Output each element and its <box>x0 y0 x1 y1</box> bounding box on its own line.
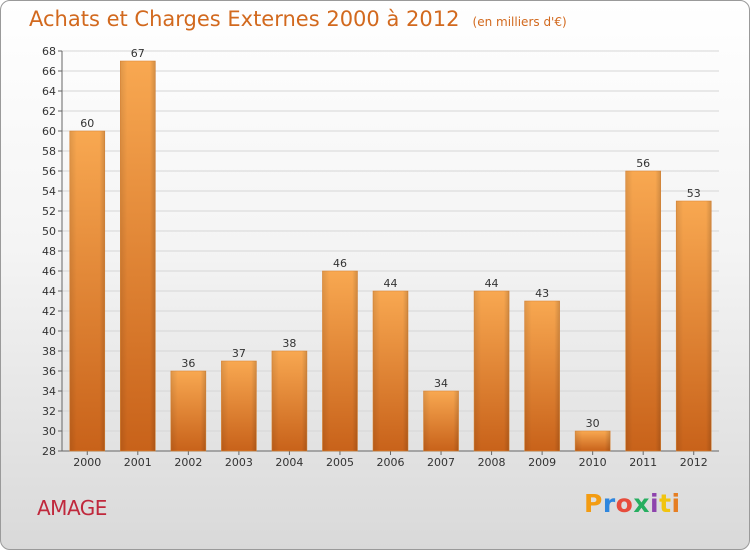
bar-shade <box>69 131 105 451</box>
data-label: 37 <box>232 347 246 360</box>
logo-letter: x <box>633 489 650 518</box>
bar-shade <box>474 291 510 451</box>
y-tick-label: 40 <box>42 325 56 338</box>
y-tick-label: 48 <box>42 245 56 258</box>
value-labels: 60 67 36 37 38 46 44 34 44 43 30 56 53 <box>80 47 700 430</box>
y-tick-label: 46 <box>42 265 56 278</box>
bar-shade <box>625 171 661 451</box>
x-tick-label: 2005 <box>326 456 354 469</box>
y-tick-label: 62 <box>42 105 56 118</box>
y-tick-label: 28 <box>42 445 56 458</box>
data-label: 38 <box>282 337 296 350</box>
bar-shade <box>373 291 408 451</box>
x-tick-label: 2010 <box>579 456 607 469</box>
commune-name: AMAGE <box>37 496 107 520</box>
data-label: 30 <box>586 417 600 430</box>
logo-letter: t <box>659 489 672 518</box>
bar-shade <box>575 431 611 451</box>
x-tick-label: 2008 <box>478 456 506 469</box>
x-tick-label: 2006 <box>377 456 405 469</box>
data-label: 67 <box>131 47 145 60</box>
data-label: 56 <box>636 157 650 170</box>
x-tick-label: 2003 <box>225 456 253 469</box>
logo-letter: r <box>602 489 616 518</box>
chart-subtitle: (en milliers d'€) <box>472 15 567 29</box>
bar-shade <box>170 371 206 451</box>
data-label: 36 <box>181 357 195 370</box>
logo-letter: i <box>650 489 660 518</box>
y-tick-label: 56 <box>42 165 56 178</box>
logo-letter: P <box>584 489 603 518</box>
x-tick-label: 2009 <box>528 456 556 469</box>
bars <box>69 60 712 452</box>
bar-shade <box>221 361 257 451</box>
y-tick-label: 42 <box>42 305 56 318</box>
y-tick-label: 60 <box>42 125 56 138</box>
bar-shade <box>120 61 156 451</box>
bar-shade <box>524 301 560 451</box>
y-tick-label: 68 <box>42 45 56 58</box>
logo-letter: i <box>671 489 681 518</box>
y-tick-label: 54 <box>42 185 56 198</box>
data-label: 43 <box>535 287 549 300</box>
y-tick-label: 50 <box>42 225 56 238</box>
data-label: 60 <box>80 117 94 130</box>
y-tick-label: 34 <box>42 385 56 398</box>
y-tick-label: 64 <box>42 85 56 98</box>
bar-shade <box>676 201 712 451</box>
bar-shade <box>271 351 307 451</box>
y-tick-label: 66 <box>42 65 56 78</box>
x-tick-label: 2000 <box>73 456 101 469</box>
data-label: 46 <box>333 257 347 270</box>
y-tick-label: 38 <box>42 345 56 358</box>
x-tick-label: 2007 <box>427 456 455 469</box>
x-tick-label: 2001 <box>124 456 152 469</box>
data-label: 44 <box>384 277 398 290</box>
chart-title: Achats et Charges Externes 2000 à 2012 <box>29 7 460 31</box>
y-tick-label: 32 <box>42 405 56 418</box>
data-label: 44 <box>485 277 499 290</box>
logo-letter: o <box>615 489 634 518</box>
bar-shade <box>322 271 358 451</box>
y-tick-label: 52 <box>42 205 56 218</box>
x-tick-label: 2012 <box>680 456 708 469</box>
x-tick-label: 2002 <box>174 456 202 469</box>
y-tick-label: 36 <box>42 365 56 378</box>
data-label: 34 <box>434 377 448 390</box>
y-tick-label: 44 <box>42 285 56 298</box>
y-tick-label: 30 <box>42 425 56 438</box>
y-tick-label: 58 <box>42 145 56 158</box>
bar-shade <box>423 391 459 451</box>
data-label: 53 <box>687 187 701 200</box>
proxiti-logo[interactable]: Proxiti <box>584 489 681 518</box>
x-tick-label: 2004 <box>275 456 303 469</box>
title-row: Achats et Charges Externes 2000 à 2012 (… <box>29 7 567 31</box>
x-tick-label: 2011 <box>629 456 657 469</box>
